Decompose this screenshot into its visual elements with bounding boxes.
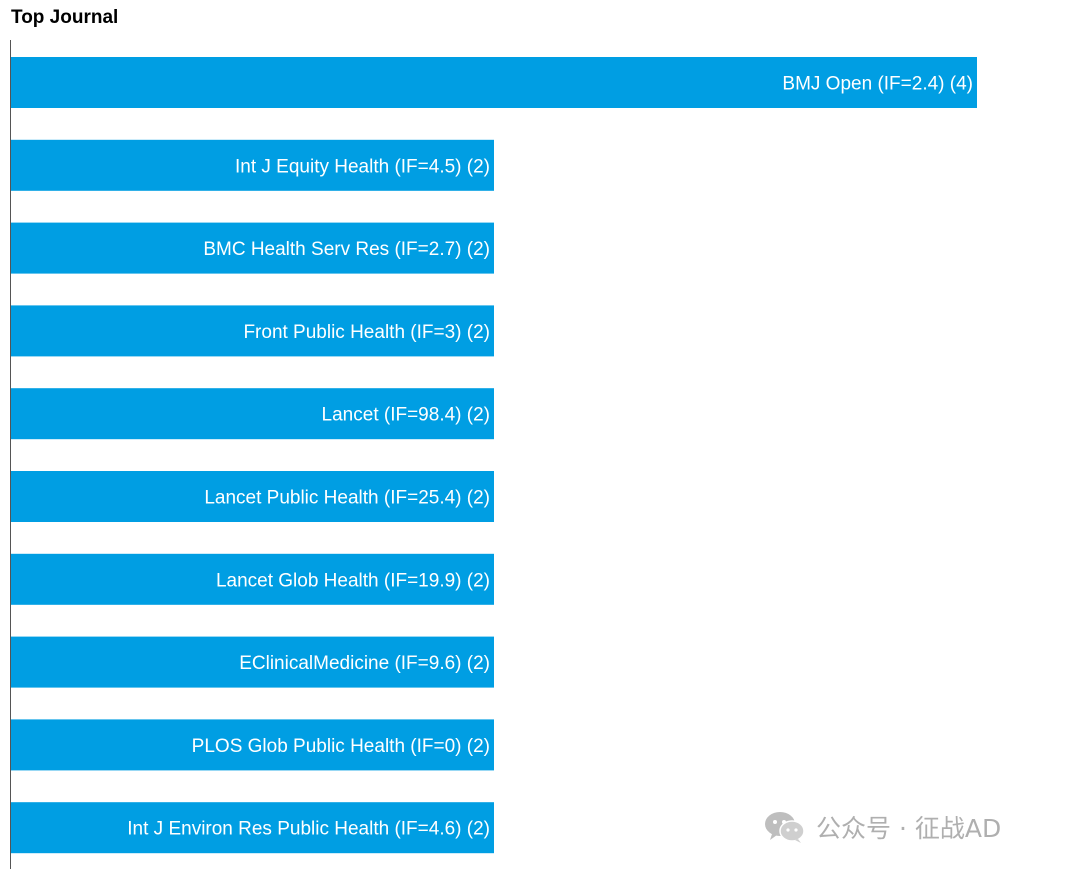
- bar: [11, 57, 977, 108]
- bar-label: PLOS Glob Public Health (IF=0) (2): [192, 736, 490, 757]
- bar: [11, 553, 494, 605]
- bar-label: Lancet (IF=98.4) (2): [322, 405, 490, 426]
- bar: [11, 222, 494, 274]
- chart-title: Top Journal: [11, 7, 119, 28]
- bar-label: Int J Environ Res Public Health (IF=4.6)…: [127, 819, 490, 840]
- watermark-text: 公众号 · 征战AD: [816, 814, 1002, 843]
- bar: [11, 719, 494, 771]
- bar-label: BMC Health Serv Res (IF=2.7) (2): [203, 239, 490, 260]
- bars-group: BMJ Open (IF=2.4) (4) Int J Equity Health…: [11, 57, 977, 854]
- bar: [11, 388, 494, 440]
- bar-label: Lancet Public Health (IF=25.4) (2): [204, 488, 490, 509]
- bar-label: EClinicalMedicine (IF=9.6) (2): [239, 653, 490, 674]
- bar-label: Int J Equity Health (IF=4.5) (2): [235, 156, 490, 177]
- wechat-icon: [765, 812, 805, 843]
- bar: [11, 636, 494, 688]
- bar: [11, 139, 494, 191]
- bar: [11, 471, 494, 522]
- bar-label: Front Public Health (IF=3) (2): [243, 322, 490, 343]
- bar: [11, 305, 494, 357]
- watermark: 公众号 · 征战AD: [764, 808, 1001, 846]
- bar-label: Lancet Glob Health (IF=19.9) (2): [216, 570, 490, 591]
- bar-label: BMJ Open (IF=2.4) (4): [782, 74, 973, 95]
- bar: [11, 802, 494, 854]
